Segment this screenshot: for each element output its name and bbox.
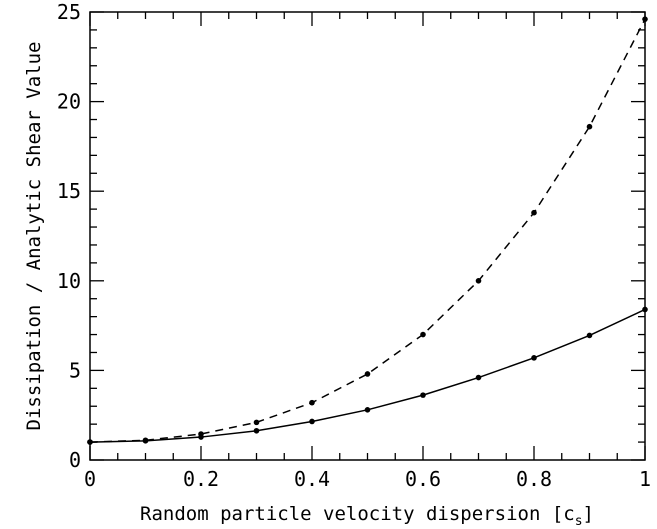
y-tick-label: 10 bbox=[57, 269, 81, 293]
solid-series-point bbox=[420, 392, 426, 398]
dashed-series-point bbox=[253, 419, 260, 426]
y-tick-label: 0 bbox=[69, 448, 81, 472]
dashed-series-point bbox=[364, 371, 371, 377]
dashed-series-point bbox=[586, 123, 593, 130]
x-tick-label: 0.8 bbox=[516, 467, 552, 491]
x-tick-label: 0.4 bbox=[294, 467, 330, 491]
solid-series-point bbox=[198, 434, 204, 440]
dashed-series-point bbox=[309, 399, 315, 406]
solid-series-point bbox=[475, 374, 482, 381]
dashed-series-line bbox=[89, 18, 646, 443]
y-tick-label: 15 bbox=[57, 179, 81, 203]
y-tick-label: 20 bbox=[57, 90, 81, 114]
solid-series-point bbox=[531, 355, 537, 361]
y-tick-label: 25 bbox=[57, 0, 81, 24]
x-axis-label: Random particle velocity dispersion [cs] bbox=[140, 503, 594, 529]
solid-series-point bbox=[642, 306, 648, 313]
x-axis-label-subscript: s bbox=[575, 514, 583, 529]
dashed-series-point bbox=[475, 278, 482, 284]
solid-series-point bbox=[309, 418, 315, 425]
x-tick-label: 0.2 bbox=[183, 467, 219, 491]
x-tick-label: 1 bbox=[639, 467, 651, 491]
x-tick-label: 0.6 bbox=[405, 467, 441, 491]
solid-series-point bbox=[364, 407, 371, 413]
dashed-series-point bbox=[420, 331, 426, 338]
x-tick-label: 0 bbox=[84, 467, 96, 491]
plot-frame bbox=[89, 11, 646, 461]
y-tick-label: 5 bbox=[69, 358, 81, 382]
dashed-series-point bbox=[531, 209, 537, 216]
solid-series-point bbox=[87, 439, 93, 445]
solid-series-point bbox=[142, 438, 149, 444]
dashed-series-point bbox=[642, 16, 648, 22]
y-axis-label: Dissipation / Analytic Shear Value bbox=[23, 42, 45, 431]
solid-series-point bbox=[586, 332, 593, 339]
series-layer bbox=[87, 16, 648, 445]
x-axis-label-end: ] bbox=[583, 503, 594, 525]
axis-ticks bbox=[89, 11, 646, 461]
solid-series-point bbox=[253, 427, 260, 434]
